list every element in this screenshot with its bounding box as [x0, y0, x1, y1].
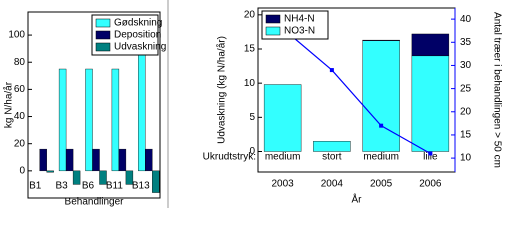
x-axis-label: Behandlinger: [65, 197, 125, 208]
marker: [379, 123, 384, 128]
y2-tick-label: 25: [460, 83, 472, 94]
x-axis-label: År: [352, 193, 363, 206]
x-tick-label: 2003: [272, 179, 295, 190]
bar: [99, 170, 107, 185]
annotation: lille: [423, 152, 438, 163]
y-tick-label: 10: [244, 78, 256, 89]
legend-swatch: [95, 42, 111, 52]
y2-tick-label: 15: [460, 130, 472, 141]
x-tick-label: 2005: [370, 179, 393, 190]
y2-tick-label: 40: [460, 14, 472, 25]
y2-tick-label: 30: [460, 60, 472, 71]
bar: [263, 84, 302, 152]
marker: [329, 68, 334, 73]
bar: [118, 148, 127, 172]
legend-swatch: [265, 26, 281, 36]
legend-swatch: [95, 30, 111, 40]
bar: [111, 68, 120, 172]
legend-label: NH4-N: [284, 14, 315, 25]
x-tick-label: 2004: [321, 179, 344, 190]
y-tick-label: 100: [8, 30, 25, 41]
x-tick-label: B13: [132, 181, 150, 192]
bar: [411, 55, 450, 152]
bar: [362, 40, 400, 152]
annotation: stort: [322, 152, 342, 163]
line: [282, 27, 431, 154]
y-tick-label: 0: [19, 165, 25, 176]
y2-tick-label: 10: [460, 153, 472, 164]
bar: [46, 170, 54, 173]
x-tick-label: B6: [82, 181, 95, 192]
x-tick-label: B3: [55, 181, 68, 192]
legend-label: Deposition: [114, 30, 161, 41]
y2-axis-label: Antal træer i behandlingen > 50 cm: [491, 12, 502, 168]
y-axis-label: Udvaskning (kg N/ha/år): [216, 36, 228, 144]
x-tick-label: B11: [106, 181, 123, 192]
y-tick-label: 40: [14, 111, 26, 122]
plot-frame: [27, 11, 161, 199]
bar: [125, 170, 134, 185]
marker: [428, 151, 433, 156]
y-tick-label: 20: [14, 138, 26, 149]
bar: [145, 148, 153, 172]
x-tick-label: B1: [29, 181, 42, 192]
bar: [152, 170, 160, 193]
legend-swatch: [95, 18, 111, 28]
bar: [313, 141, 351, 152]
y-tick-label: 15: [244, 44, 256, 55]
bar: [39, 148, 47, 172]
y2-tick-label: 20: [460, 106, 472, 117]
y2-tick-label: 35: [460, 37, 472, 48]
y-axis-label: kg N/ha/år: [3, 81, 15, 128]
legend-label: NO3-N: [284, 26, 315, 37]
bar: [411, 33, 450, 57]
legend-label: Gødskning: [114, 18, 162, 29]
y-tick-label: 80: [14, 57, 26, 68]
y-tick-label: 0: [249, 146, 255, 157]
y-tick-label: 5: [249, 112, 255, 123]
bar: [362, 39, 400, 41]
bar: [65, 148, 74, 172]
legend-label: Udvaskning: [114, 42, 166, 53]
bar: [92, 148, 100, 172]
annotation: medium: [363, 152, 399, 163]
legend-swatch: [265, 14, 281, 24]
bar: [58, 68, 67, 172]
y-tick-label: 20: [244, 9, 256, 20]
bar: [85, 68, 93, 172]
x-tick-label: 2006: [419, 179, 442, 190]
y-tick-label: 60: [14, 84, 26, 95]
annotation-label: Ukrudtstryk:: [203, 152, 256, 163]
bar: [72, 170, 81, 185]
annotation: medium: [265, 152, 301, 163]
